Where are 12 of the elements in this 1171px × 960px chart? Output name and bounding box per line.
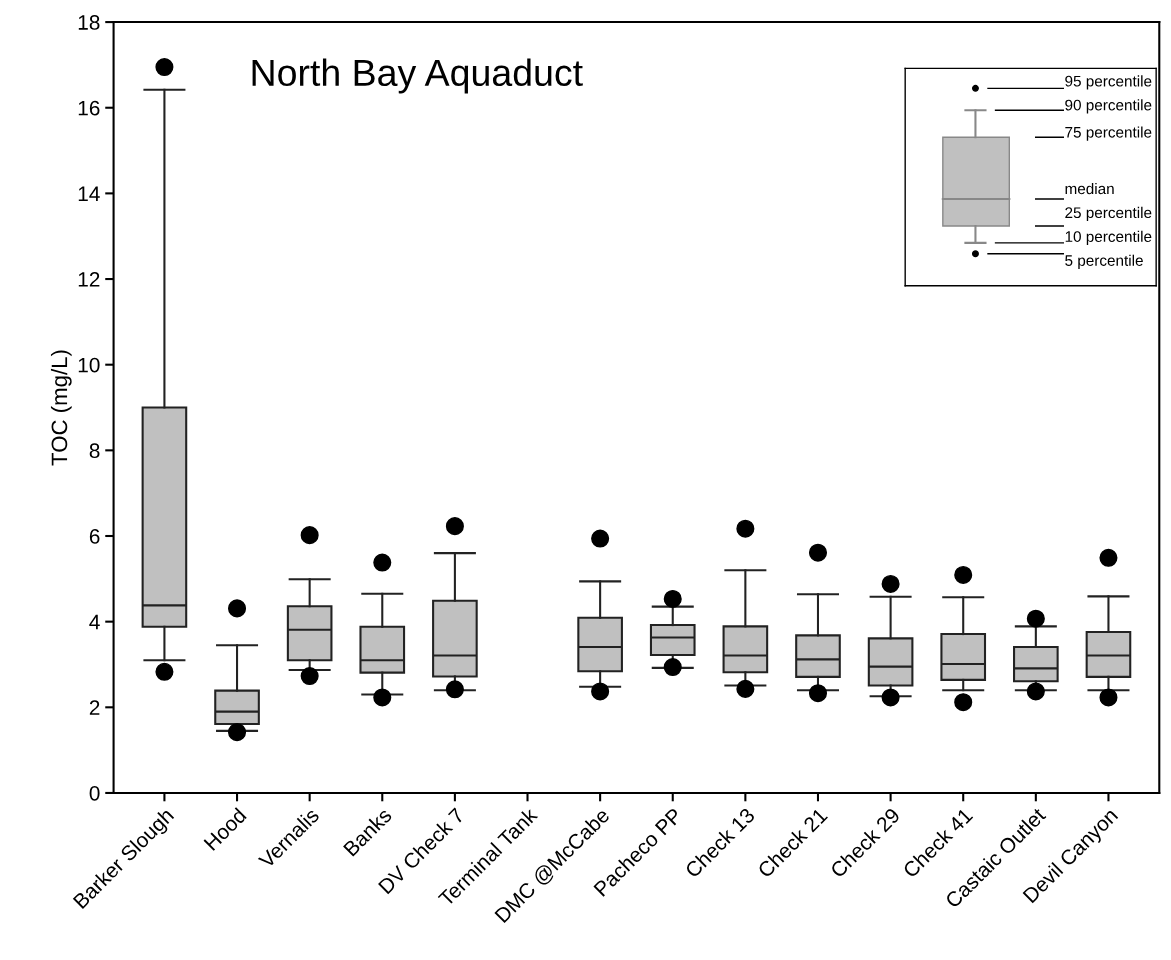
y-tick-label: 6 xyxy=(89,529,100,544)
y-tick-label: 0 xyxy=(89,785,100,801)
y-tick-label: 8 xyxy=(89,443,100,459)
text: North Bay Aquaduct xyxy=(252,58,583,94)
y-tick-label: 4 xyxy=(89,614,100,630)
y-tick-label: 16 xyxy=(78,100,100,116)
y-tick-label: 10 xyxy=(78,357,100,373)
y-axis-title: TOC (mg/L) xyxy=(50,350,72,466)
y-tick-label: 2 xyxy=(89,700,100,715)
y-tick-label: 18 xyxy=(78,15,100,30)
y-tick-label: 14 xyxy=(78,186,100,201)
y-tick-label: 12 xyxy=(78,272,100,287)
